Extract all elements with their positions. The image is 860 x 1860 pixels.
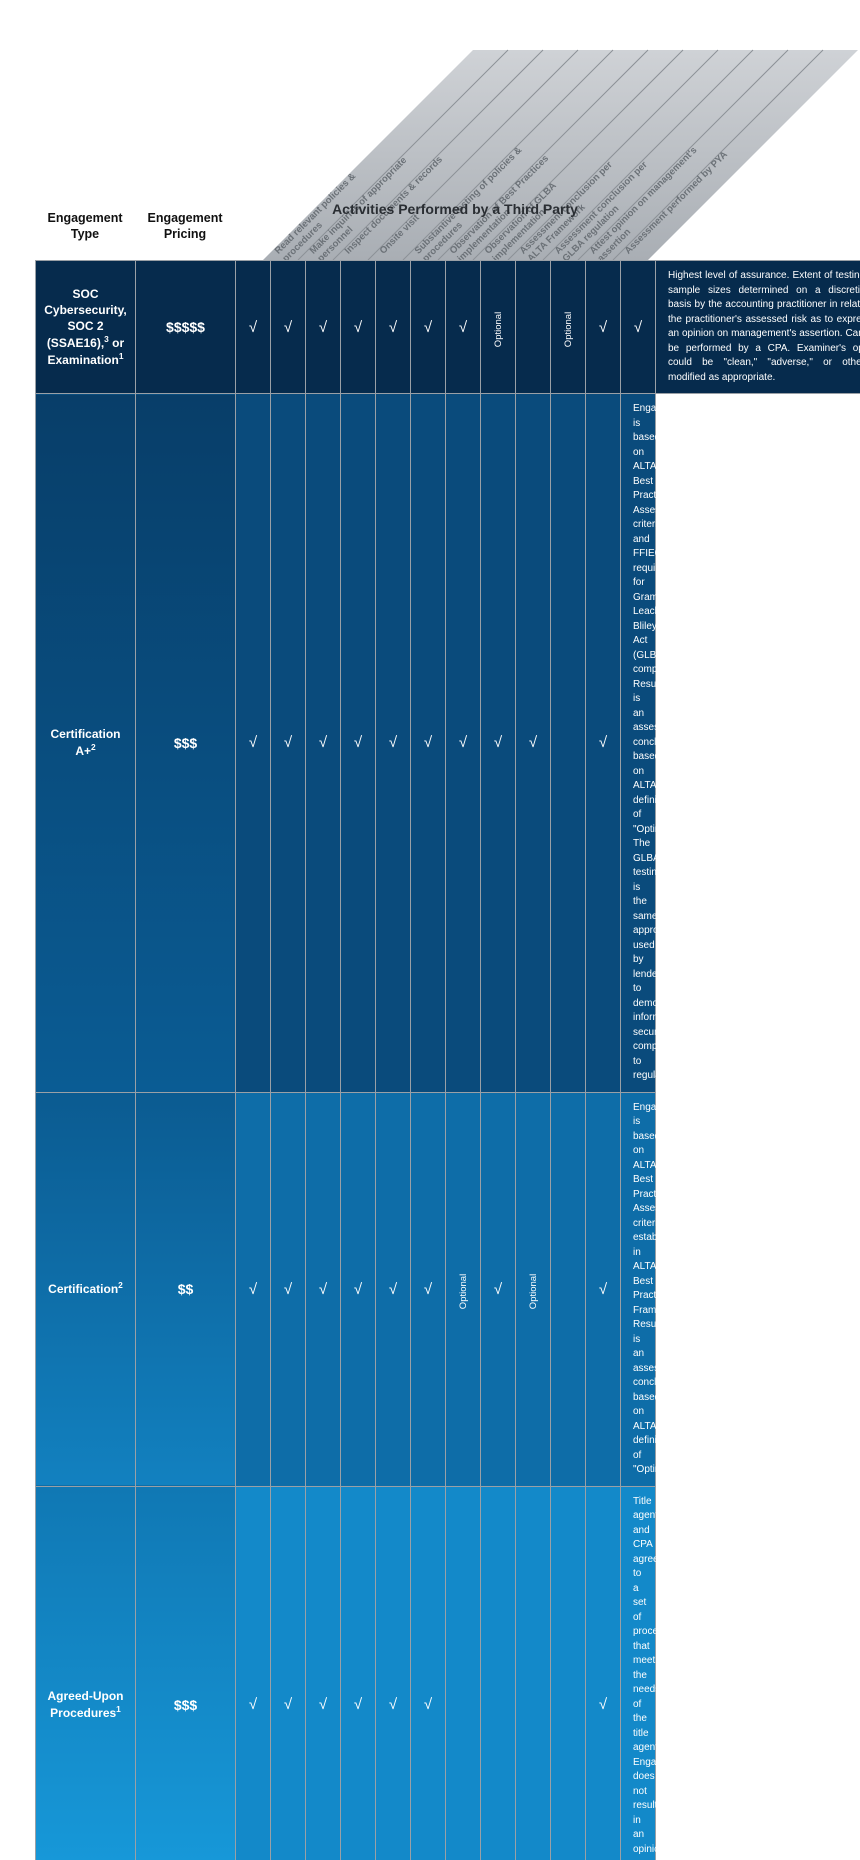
engagement-type-cell: Certification A+2 [36,394,136,1093]
activity-cell [516,261,551,394]
diag-col-headers: Read relevant policies & proceduresMake … [262,40,647,260]
optional-label: Optional [458,1273,469,1308]
activity-cell: √ [376,261,411,394]
activity-cell [481,1486,516,1860]
activity-cell: √ [271,1092,306,1486]
activity-cell: √ [411,1092,446,1486]
activity-cell: √ [306,261,341,394]
hdr-engagement-pricing: Engagement Pricing [135,210,235,243]
activity-cell [551,1486,586,1860]
activity-cell: √ [271,394,306,1093]
activity-cell: Optional [481,261,516,394]
activity-cell: √ [306,1486,341,1860]
activity-cell: √ [446,261,481,394]
activity-cell: √ [586,1092,621,1486]
pricing-cell: $$$ [136,394,236,1093]
description-cell: Engagement is based on ALTA Best Practic… [621,394,656,1093]
table-row: Certification2$$√√√√√√Optional√Optional√… [36,1092,860,1486]
description-cell: Highest level of assurance. Extent of te… [656,261,860,394]
activity-cell: √ [586,394,621,1093]
optional-label: Optional [528,1273,539,1308]
pricing-cell: $$ [136,1092,236,1486]
activity-cell: √ [306,1092,341,1486]
description-cell: Engagement is based on ALTA Best Practic… [621,1092,656,1486]
activity-cell [516,1486,551,1860]
pricing-cell: $$$$$ [136,261,236,394]
top-row-headers: Engagement Type Engagement Pricing [35,210,235,243]
activity-cell: √ [236,261,271,394]
hdr-engagement-type: Engagement Type [35,210,135,243]
activity-cell: √ [341,261,376,394]
activity-cell: √ [586,261,621,394]
description-cell: Title agent and CPA agree to a set of pr… [621,1486,656,1860]
activity-cell: √ [376,394,411,1093]
activity-cell: √ [341,1092,376,1486]
activity-cell: √ [446,394,481,1093]
activity-cell [551,394,586,1093]
activity-cell: √ [236,1092,271,1486]
activity-cell: √ [306,394,341,1093]
activity-cell: √ [376,1092,411,1486]
engagement-type-cell: Agreed-Upon Procedures1 [36,1486,136,1860]
activity-cell: √ [341,394,376,1093]
engagement-type-cell: Certification2 [36,1092,136,1486]
activity-cell: √ [341,1486,376,1860]
optional-label: Optional [563,311,574,346]
activity-cell: √ [481,1092,516,1486]
activity-cell: √ [411,261,446,394]
activity-cell: Optional [551,261,586,394]
activity-cell: √ [586,1486,621,1860]
activity-cell: Optional [446,1092,481,1486]
activities-banner: Activities Performed by a Third Party [315,200,595,218]
activity-cell: √ [271,261,306,394]
table-row: SOC Cybersecurity, SOC 2 (SSAE16),3 or E… [36,261,860,394]
diagonal-header-area: Engagement Type Engagement Pricing Read … [35,0,825,260]
activity-cell: √ [516,394,551,1093]
engagement-type-cell: SOC Cybersecurity, SOC 2 (SSAE16),3 or E… [36,261,136,394]
activity-cell: Optional [516,1092,551,1486]
activity-cell: √ [271,1486,306,1860]
activity-cell: √ [411,394,446,1093]
activity-cell: √ [411,1486,446,1860]
activity-cell: √ [481,394,516,1093]
pricing-cell: $$$ [136,1486,236,1860]
activity-cell [551,1092,586,1486]
activity-cell [446,1486,481,1860]
table-row: Certification A+2$$$√√√√√√√√√√Engagement… [36,394,860,1093]
activity-cell: √ [236,394,271,1093]
engagement-table: SOC Cybersecurity, SOC 2 (SSAE16),3 or E… [35,260,860,1860]
optional-label: Optional [493,311,504,346]
activity-cell: √ [236,1486,271,1860]
activity-cell: √ [621,261,656,394]
activity-cell: √ [376,1486,411,1860]
table-row: Agreed-Upon Procedures1$$$√√√√√√√Title a… [36,1486,860,1860]
